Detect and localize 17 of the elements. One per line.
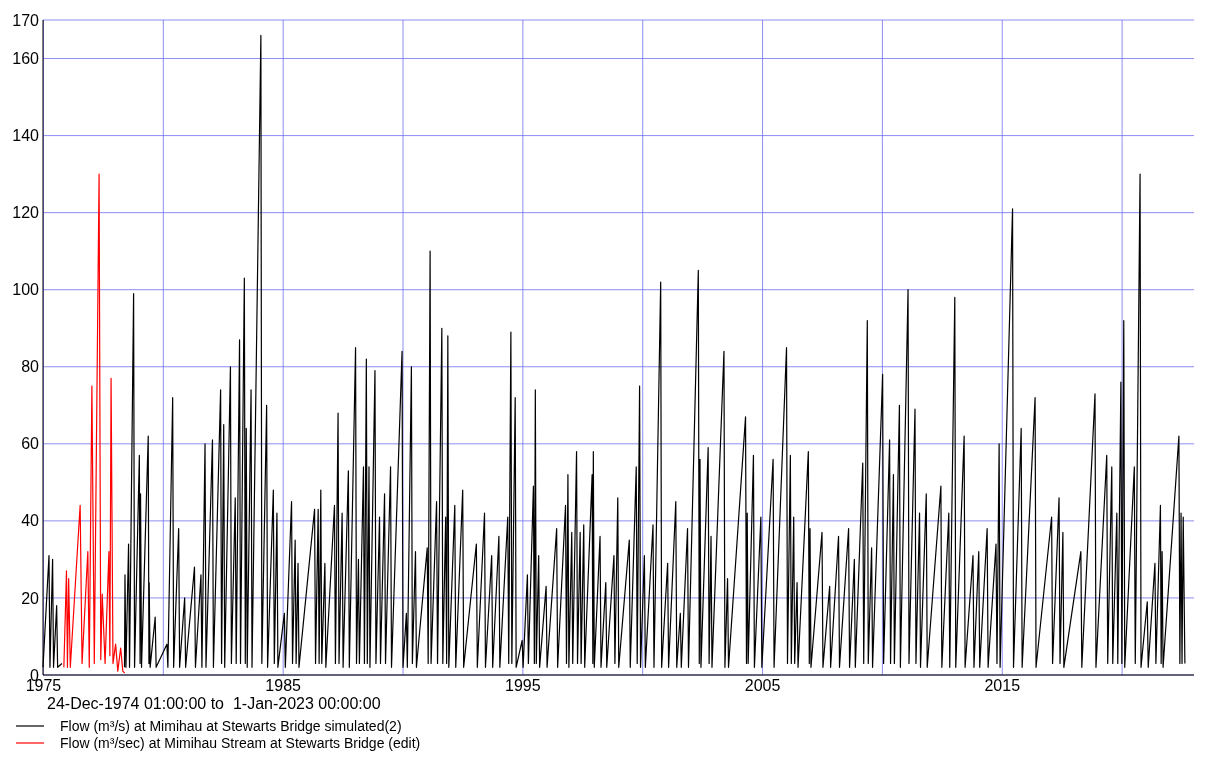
y-tick-label: 120 bbox=[12, 204, 40, 222]
x-tick-label: 2005 bbox=[744, 677, 781, 694]
line-series bbox=[63, 173, 126, 674]
y-tick-label: 60 bbox=[21, 435, 40, 453]
y-tick-label: 140 bbox=[12, 127, 40, 145]
x-tick-label: 1985 bbox=[265, 677, 302, 694]
y-tick-label: 80 bbox=[21, 358, 40, 376]
y-tick-label: 20 bbox=[21, 589, 40, 607]
y-tick-label: 170 bbox=[12, 11, 40, 29]
y-tick-label: 100 bbox=[12, 281, 40, 299]
text: 24-Dec-1974 01:00:00 to 1-Jan-2023 00:00:00 bbox=[47, 695, 381, 712]
x-tick-label: 2015 bbox=[984, 677, 1021, 694]
legend-label: Flow (m³/sec) at Mimihau Stream at Stewarts Bridge (edit) bbox=[60, 735, 421, 751]
legend-label: Flow (m³/s) at Mimihau at Stewarts Bridge simulated(2) bbox=[60, 718, 402, 734]
y-tick-label: 160 bbox=[12, 50, 40, 68]
x-tick-label: 1995 bbox=[505, 677, 541, 694]
y-tick-label: 40 bbox=[21, 512, 40, 530]
